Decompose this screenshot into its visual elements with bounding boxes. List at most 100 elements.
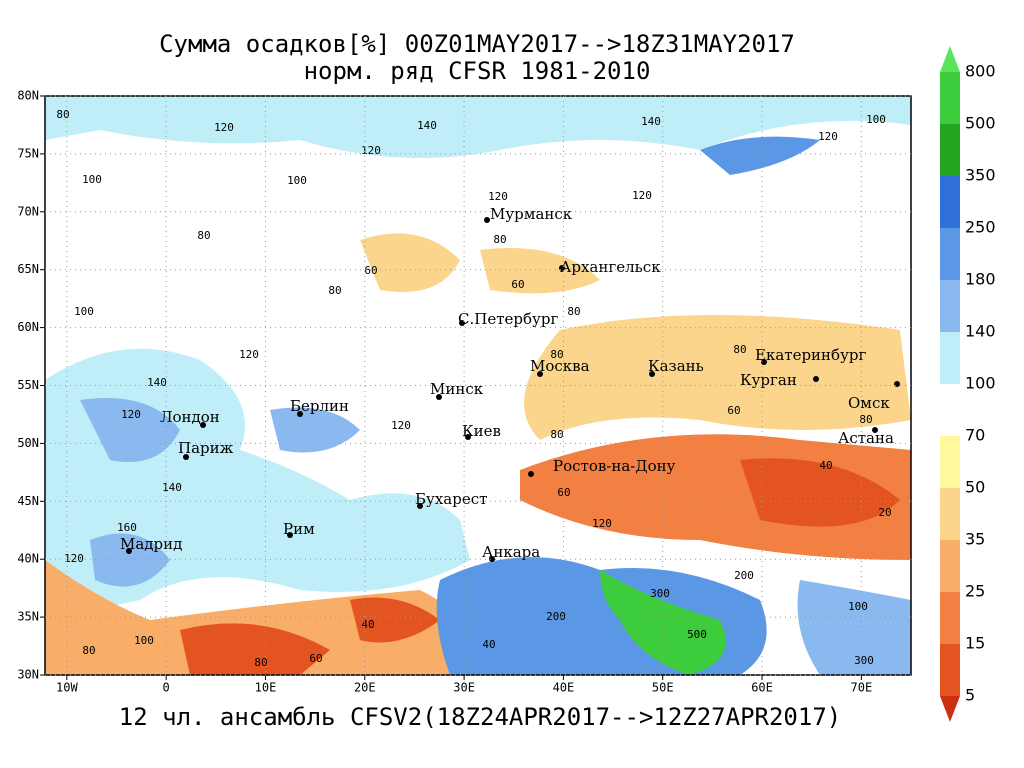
contour-labels: 80 120 140 120 140 100 120 100 100 120 120 80 80 60 80… [56,108,891,669]
colorbar-label: 800 [965,62,996,81]
y-tick-label: 65N [17,262,39,276]
colorbar-bin [940,332,960,384]
contour-label: 60 [557,486,570,499]
contour-label: 100 [287,174,307,187]
contour-label: 120 [391,419,411,432]
city-label: Берлин [290,397,349,415]
contour-label: 80 [733,343,746,356]
colorbar-label: 180 [965,270,996,289]
city-label: Казань [648,357,704,375]
contour-label: 120 [488,190,508,203]
y-tick-label: 40N [17,552,39,566]
contour-label: 120 [121,408,141,421]
colorbar-label: 25 [965,582,985,601]
title: Сумма осадков[%] 00Z01MAY2017-->18Z31MAY… [159,30,795,58]
contour-label: 140 [641,115,661,128]
colorbar-label: 50 [965,478,985,497]
colorbar-label: 35 [965,530,985,549]
colorbar-label: 350 [965,166,996,185]
y-tick-label: 50N [17,436,39,450]
contour-label: 300 [854,654,874,667]
colorbar-bin [940,436,960,488]
city-dot [287,532,293,538]
colorbar-bin [940,488,960,540]
city-dot [417,503,423,509]
colorbar-label: 15 [965,634,985,653]
contour-label: 80 [56,108,69,121]
city-dot [200,422,206,428]
city-dot [489,556,495,562]
y-tick-label: 30N [17,668,39,682]
colorbar-bin [940,124,960,176]
contour-label: 80 [567,305,580,318]
contour-label: 160 [117,521,137,534]
contour-label: 200 [546,610,566,623]
city-label: Киев [462,422,501,440]
city-dot [484,217,490,223]
colorbar-bin [940,644,960,696]
contour-label: 80 [493,233,506,246]
colorbar-bin [940,384,960,436]
contour-label: 80 [82,644,95,657]
contour-label: 60 [727,404,740,417]
city-dot [436,394,442,400]
x-tick-label: 50E [652,681,674,695]
colorbar-bin [940,72,960,124]
contour-label: 140 [417,119,437,132]
city-dot [813,376,819,382]
y-tick-label: 55N [17,378,39,392]
contour-label: 100 [848,600,868,613]
colorbar-bin [940,592,960,644]
contour-label: 60 [511,278,524,291]
contour-label: 40 [819,459,832,472]
colorbar-label: 140 [965,322,996,341]
contour-label: 140 [162,481,182,494]
colorbar-bin [940,540,960,592]
contour-label: 60 [309,652,322,665]
colorbar-arrow [940,696,960,722]
footer: 12 чл. ансамбль CFSV2(18Z24APR2017-->12Z… [119,703,841,731]
city-label: Курган [740,371,797,389]
colorbar-arrow [940,46,960,72]
contour-label: 100 [134,634,154,647]
city-dot [872,427,878,433]
city-dot [126,548,132,554]
city-dot [297,411,303,417]
contour-label: 100 [82,173,102,186]
city-label: Омск [848,394,890,412]
contour-label: 80 [550,348,563,361]
city-label: Бухарест [415,490,487,508]
city-label: Москва [530,357,590,375]
colorbar-label: 250 [965,218,996,237]
city-label: Лондон [160,408,220,426]
contour-label: 40 [482,638,495,651]
x-tick-label: 0 [163,681,170,695]
city-dot [537,371,543,377]
contour-label: 80 [328,284,341,297]
city-label: Мадрид [120,535,182,553]
x-tick-label: 30E [453,681,475,695]
colorbar-label: 500 [965,114,996,133]
city-dot [649,371,655,377]
city-label: Архангельск [560,258,661,276]
contour-label: 500 [687,628,707,641]
contour-label: 140 [147,376,167,389]
x-tick-label: 10W [56,681,78,695]
contour-label: 120 [214,121,234,134]
contour-label: 200 [734,569,754,582]
y-tick-label: 70N [17,204,39,218]
city-label: Анкара [482,543,540,561]
x-tick-label: 10E [255,681,277,695]
city-dot [761,359,767,365]
field [45,96,911,675]
contour-label: 80 [550,428,563,441]
contour-label: 120 [361,144,381,157]
city-label: С.Петербург [458,310,558,328]
city-dot [459,320,465,326]
x-tick-label: 40E [553,681,575,695]
cities: Мурманск Архангельск С.Петербург Москва … [120,205,900,562]
contour-label: 80 [859,413,872,426]
contour-label: 100 [866,113,886,126]
city-label: Мурманск [490,205,573,223]
